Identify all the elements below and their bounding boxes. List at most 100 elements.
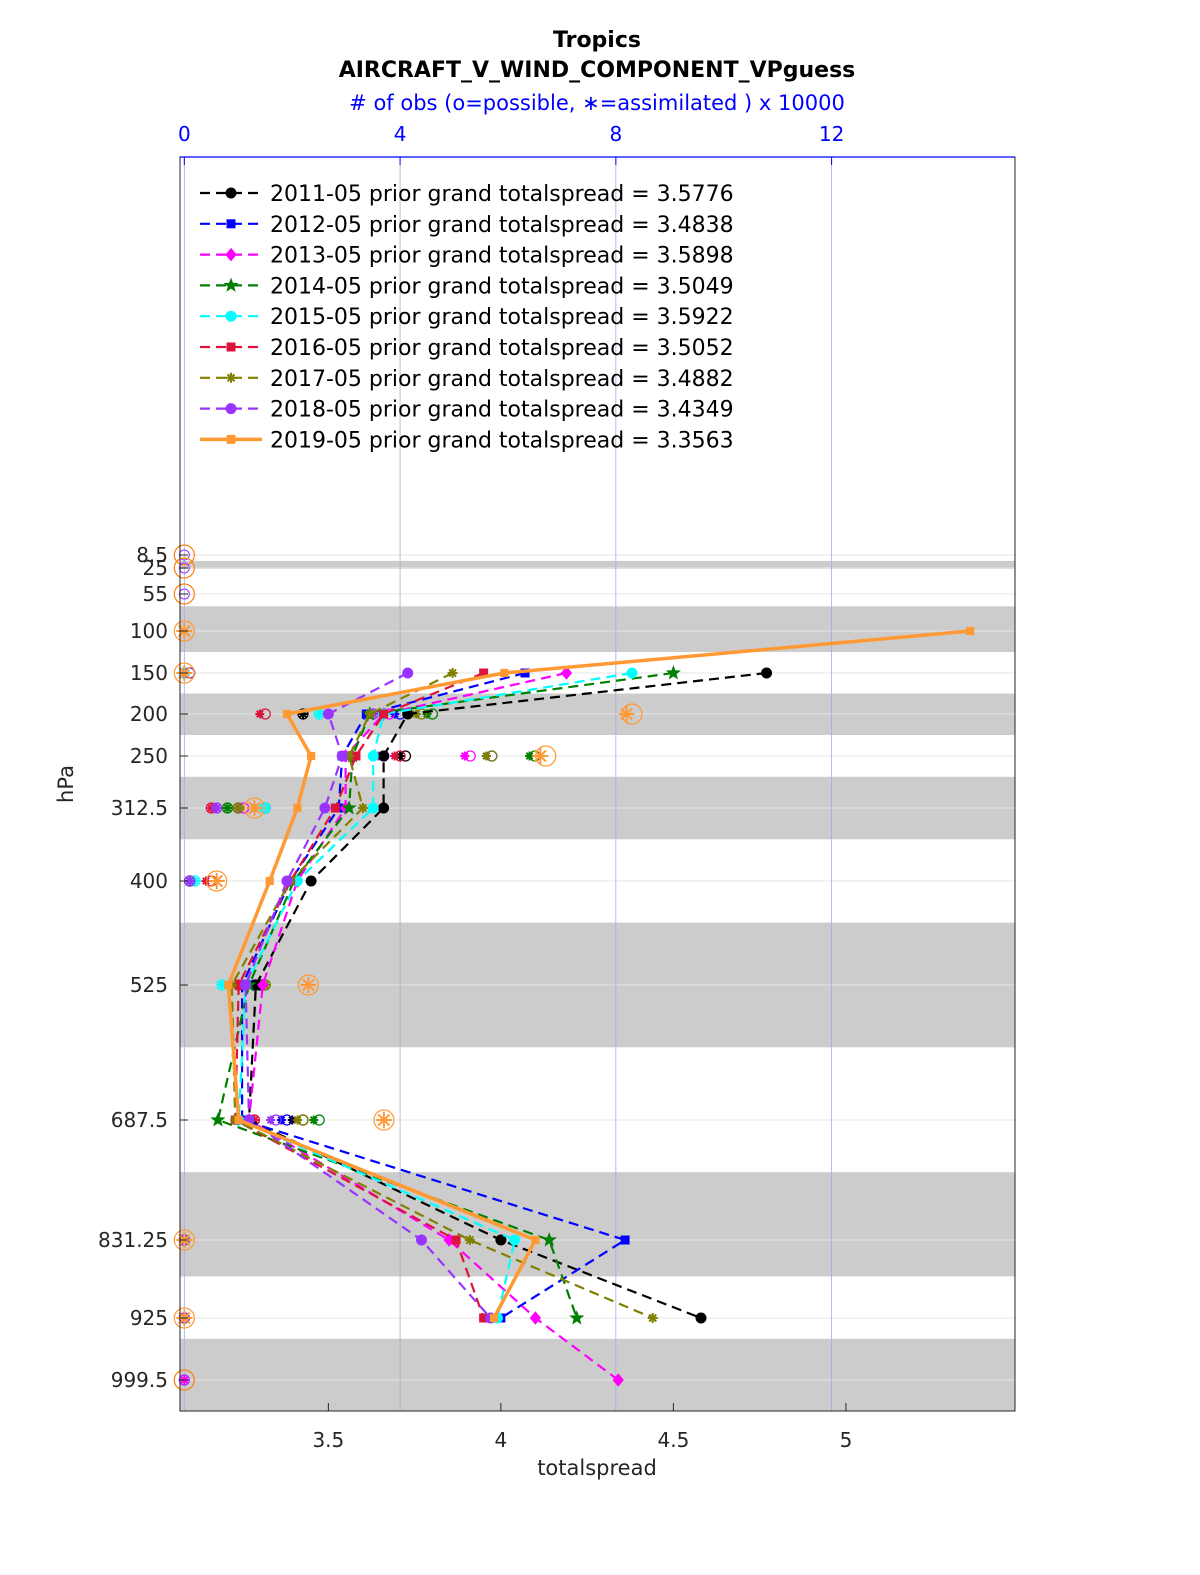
legend-marker: [226, 434, 236, 444]
series-line: [241, 671, 628, 1319]
obs-possible-marker: [173, 557, 195, 579]
data-point: [695, 1312, 707, 1324]
data-point: [378, 802, 390, 814]
y-tick-label: 150: [130, 661, 168, 685]
y-tick-label: 250: [130, 744, 168, 768]
data-point: [364, 709, 375, 719]
x-tick-label: 5: [840, 1428, 853, 1452]
data-point: [344, 751, 355, 761]
y-tick-label: 312.5: [111, 796, 168, 820]
legend: 2011-05 prior grand totalspread = 3.5776…: [200, 182, 734, 453]
legend-marker: [226, 372, 236, 383]
top-axis-label: # of obs (o=possible, ∗=assimilated ) x …: [349, 91, 845, 115]
legend-entry: 2015-05 prior grand totalspread = 3.5922: [270, 305, 734, 330]
data-point: [307, 751, 316, 761]
top-axis-tick-label: 4: [394, 122, 407, 146]
obs-assimilated-marker: [222, 803, 232, 813]
legend-marker: [225, 187, 237, 199]
data-point: [464, 1235, 475, 1245]
obs-assimilated-marker: [212, 803, 222, 813]
data-point: [322, 708, 334, 720]
obs-assimilated-marker: [293, 1115, 303, 1125]
obs-possible-marker: [373, 1109, 395, 1131]
data-point: [647, 1313, 658, 1323]
y-tick-label: 100: [130, 619, 168, 643]
y-tick-label: 925: [130, 1306, 168, 1330]
obs-possible-marker: [173, 1369, 195, 1391]
y-tick-label: 55: [143, 582, 168, 606]
obs-assimilated-marker: [208, 873, 225, 889]
legend-entry: 2016-05 prior grand totalspread = 3.5052: [270, 336, 734, 361]
obs-possible-marker: [173, 620, 195, 642]
data-point: [265, 876, 274, 886]
data-point: [966, 626, 975, 636]
obs-possible-marker: [173, 1229, 195, 1251]
y-tick-label: 25: [143, 556, 168, 580]
data-point: [257, 978, 269, 992]
top-axis-tick-label: 0: [178, 122, 191, 146]
data-point: [330, 803, 340, 813]
obs-assimilated-marker: [260, 803, 270, 813]
obs-possible-marker: [206, 870, 228, 892]
obs-possible-marker: [297, 974, 319, 996]
obs-possible-marker: [297, 708, 309, 720]
chart-subtitle: AIRCRAFT_V_WIND_COMPONENT_VPguess: [339, 58, 856, 83]
shaded-band: [180, 1338, 1015, 1411]
x-tick-label: 3.5: [312, 1428, 344, 1452]
data-point: [447, 668, 458, 678]
obs-assimilated-marker: [309, 1115, 319, 1125]
data-point: [451, 1235, 461, 1245]
x-tick-label: 4.5: [658, 1428, 690, 1452]
data-point: [665, 665, 681, 680]
obs-possible-marker: [243, 797, 266, 819]
data-point: [210, 1112, 226, 1127]
data-point: [560, 666, 573, 680]
series-line: [244, 672, 492, 1319]
legend-entry: 2019-05 prior grand totalspread = 3.3563: [270, 428, 734, 453]
data-point: [367, 802, 379, 814]
obs-possible-marker: [178, 562, 190, 574]
data-point: [416, 1234, 428, 1246]
obs-possible-marker: [211, 802, 223, 814]
data-point: [620, 1235, 630, 1245]
y-tick-label: 687.5: [111, 1108, 168, 1132]
data-point: [282, 709, 292, 719]
y-tick-label: 8.5: [136, 543, 168, 567]
obs-assimilated-marker: [201, 876, 211, 886]
legend-entry: 2014-05 prior grand totalspread = 3.5049: [270, 274, 734, 299]
y-tick-label: 999.5: [111, 1368, 168, 1392]
data-point: [234, 1115, 243, 1125]
data-point: [293, 803, 302, 813]
obs-assimilated-marker: [481, 751, 491, 761]
obs-possible-marker: [178, 549, 190, 561]
data-point: [626, 667, 638, 679]
legend-entry: 2011-05 prior grand totalspread = 3.5776: [270, 182, 734, 207]
obs-assimilated-marker: [246, 800, 263, 816]
data-point: [612, 1373, 624, 1387]
legend-marker: [226, 219, 236, 229]
y-tick-label: 831.25: [98, 1228, 168, 1252]
data-point: [379, 709, 389, 719]
legend-entry: 2017-05 prior grand totalspread = 3.4882: [270, 367, 734, 392]
data-point: [357, 803, 368, 813]
obs-assimilated-marker: [395, 751, 405, 761]
obs-assimilated-marker: [300, 977, 317, 993]
data-point: [319, 802, 331, 814]
obs-possible-marker: [173, 583, 195, 605]
legend-marker: [223, 277, 239, 292]
grid: [180, 157, 1015, 1411]
obs-assimilated-marker: [233, 803, 243, 813]
legend-marker: [225, 403, 237, 415]
obs-assimilated-marker: [525, 751, 535, 761]
series-lines: [210, 626, 975, 1387]
top-axis-tick-label: 12: [819, 122, 844, 146]
data-point: [541, 1232, 557, 1247]
data-point: [378, 750, 390, 762]
data-point: [224, 980, 233, 990]
data-point: [495, 1234, 507, 1246]
obs-possible-marker: [178, 588, 190, 600]
data-point: [569, 1310, 585, 1325]
data-point: [341, 800, 357, 815]
data-point: [402, 667, 414, 679]
